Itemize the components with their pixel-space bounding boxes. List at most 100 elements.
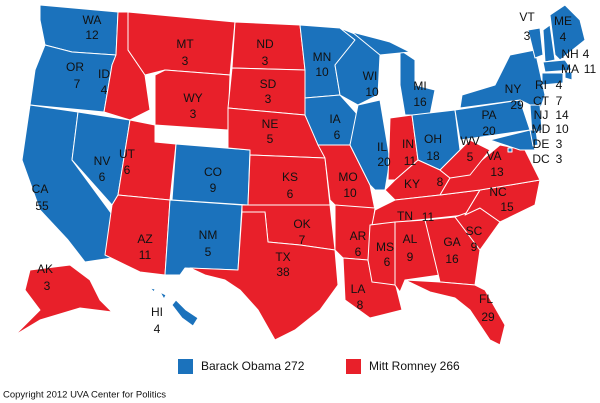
state-votes: 3 <box>182 54 189 68</box>
state-votes: 11 <box>584 62 597 76</box>
state-abbr: NH <box>561 47 578 61</box>
state-votes: 3 <box>44 279 51 293</box>
state-shape <box>351 31 411 56</box>
state-shape <box>171 299 199 327</box>
state-shape <box>404 279 506 346</box>
state-votes: 9 <box>210 181 217 195</box>
state-abbr: NM <box>199 228 218 242</box>
state-abbr: MI <box>413 79 426 93</box>
state-votes: 29 <box>481 310 495 324</box>
state-shape <box>154 69 231 131</box>
state-shape <box>527 27 544 59</box>
state-abbr: IN <box>402 137 414 151</box>
state-votes: 4 <box>154 322 161 336</box>
state-abbr: DC <box>532 152 550 166</box>
state-abbr: MD <box>532 122 551 136</box>
state-abbr: IL <box>377 140 387 154</box>
state-votes: 20 <box>377 155 391 169</box>
footer: Copyright 2012 UVA Center for Politics <box>3 390 166 401</box>
state-votes: 6 <box>355 245 362 259</box>
state-abbr: CO <box>204 165 222 179</box>
state-abbr: MA <box>561 62 579 76</box>
state-votes: 6 <box>124 163 131 177</box>
state-votes: 3 <box>262 54 269 68</box>
state-shape <box>542 24 556 63</box>
state-votes: 20 <box>482 124 496 138</box>
state-votes: 4 <box>556 78 563 92</box>
state-votes: 9 <box>407 250 414 264</box>
state-abbr: WI <box>363 69 378 83</box>
state-votes: 11 <box>139 248 152 262</box>
state-abbr: AZ <box>137 232 152 246</box>
state-abbr: NC <box>489 185 507 199</box>
state-abbr: DE <box>533 137 550 151</box>
state-abbr: GA <box>443 235 460 249</box>
state-abbr: WA <box>83 13 102 27</box>
state-abbr: TN <box>397 209 413 223</box>
state-votes: 29 <box>510 98 524 112</box>
state-abbr: SD <box>260 77 277 91</box>
state-shape <box>439 139 491 179</box>
state-abbr: ND <box>256 37 274 51</box>
state-votes: 5 <box>205 245 212 259</box>
state-abbr: WV <box>460 134 479 148</box>
state-abbr: MN <box>313 50 332 64</box>
state-shape <box>159 291 167 300</box>
state-votes: 6 <box>287 187 294 201</box>
state-abbr: MT <box>176 37 194 51</box>
state-shape <box>507 147 513 153</box>
state-abbr: UT <box>119 147 136 161</box>
state-votes: 13 <box>490 165 504 179</box>
state-votes: 8 <box>357 298 364 312</box>
state-shape <box>549 4 586 61</box>
state-votes: 7 <box>556 94 563 108</box>
state-votes: 14 <box>555 108 569 122</box>
state-votes: 3 <box>556 137 563 151</box>
state-votes: 10 <box>343 186 357 200</box>
state-votes: 4 <box>101 83 108 97</box>
state-abbr: AK <box>37 262 53 276</box>
legend-swatch <box>346 359 361 374</box>
state-votes: 6 <box>334 128 341 142</box>
state-votes: 11 <box>404 154 417 168</box>
state-votes: 38 <box>276 265 290 279</box>
state-votes: 3 <box>265 92 272 106</box>
state-abbr: RI <box>535 78 547 92</box>
state-votes: 4 <box>583 47 590 61</box>
state-abbr: OK <box>293 217 310 231</box>
state-abbr: PA <box>481 108 496 122</box>
state-abbr: ME <box>554 14 572 28</box>
state-votes: 15 <box>500 200 514 214</box>
state-abbr: OH <box>424 132 442 146</box>
state-abbr: LA <box>351 282 366 296</box>
state-abbr: TX <box>275 250 290 264</box>
state-shape <box>489 129 536 151</box>
state-votes: 3 <box>190 107 197 121</box>
state-votes: 7 <box>74 77 81 91</box>
state-abbr: NJ <box>534 108 549 122</box>
state-votes: 10 <box>315 65 329 79</box>
state-shape <box>459 49 546 111</box>
state-abbr: HI <box>151 305 163 319</box>
state-votes: 55 <box>35 199 49 213</box>
state-shape <box>399 49 436 116</box>
legend-swatch <box>178 359 193 374</box>
state-votes: 3 <box>556 152 563 166</box>
state-votes: 6 <box>384 255 391 269</box>
state-abbr: ID <box>98 67 110 81</box>
state-abbr: KY <box>404 177 420 191</box>
state-abbr: NE <box>262 117 279 131</box>
state-votes: 6 <box>99 170 106 184</box>
state-abbr: NV <box>94 154 111 168</box>
state-abbr: CT <box>533 94 550 108</box>
legend-label: Barack Obama 272 <box>201 359 305 373</box>
state-abbr: NY <box>505 82 522 96</box>
state-abbr: VT <box>519 10 535 24</box>
state-shape <box>542 59 573 73</box>
state-shape <box>529 104 543 136</box>
state-shape <box>349 99 391 191</box>
state-votes: 16 <box>413 95 427 109</box>
state-votes: 7 <box>299 233 306 247</box>
state-abbr: SC <box>466 224 483 238</box>
state-votes: 12 <box>85 28 99 42</box>
